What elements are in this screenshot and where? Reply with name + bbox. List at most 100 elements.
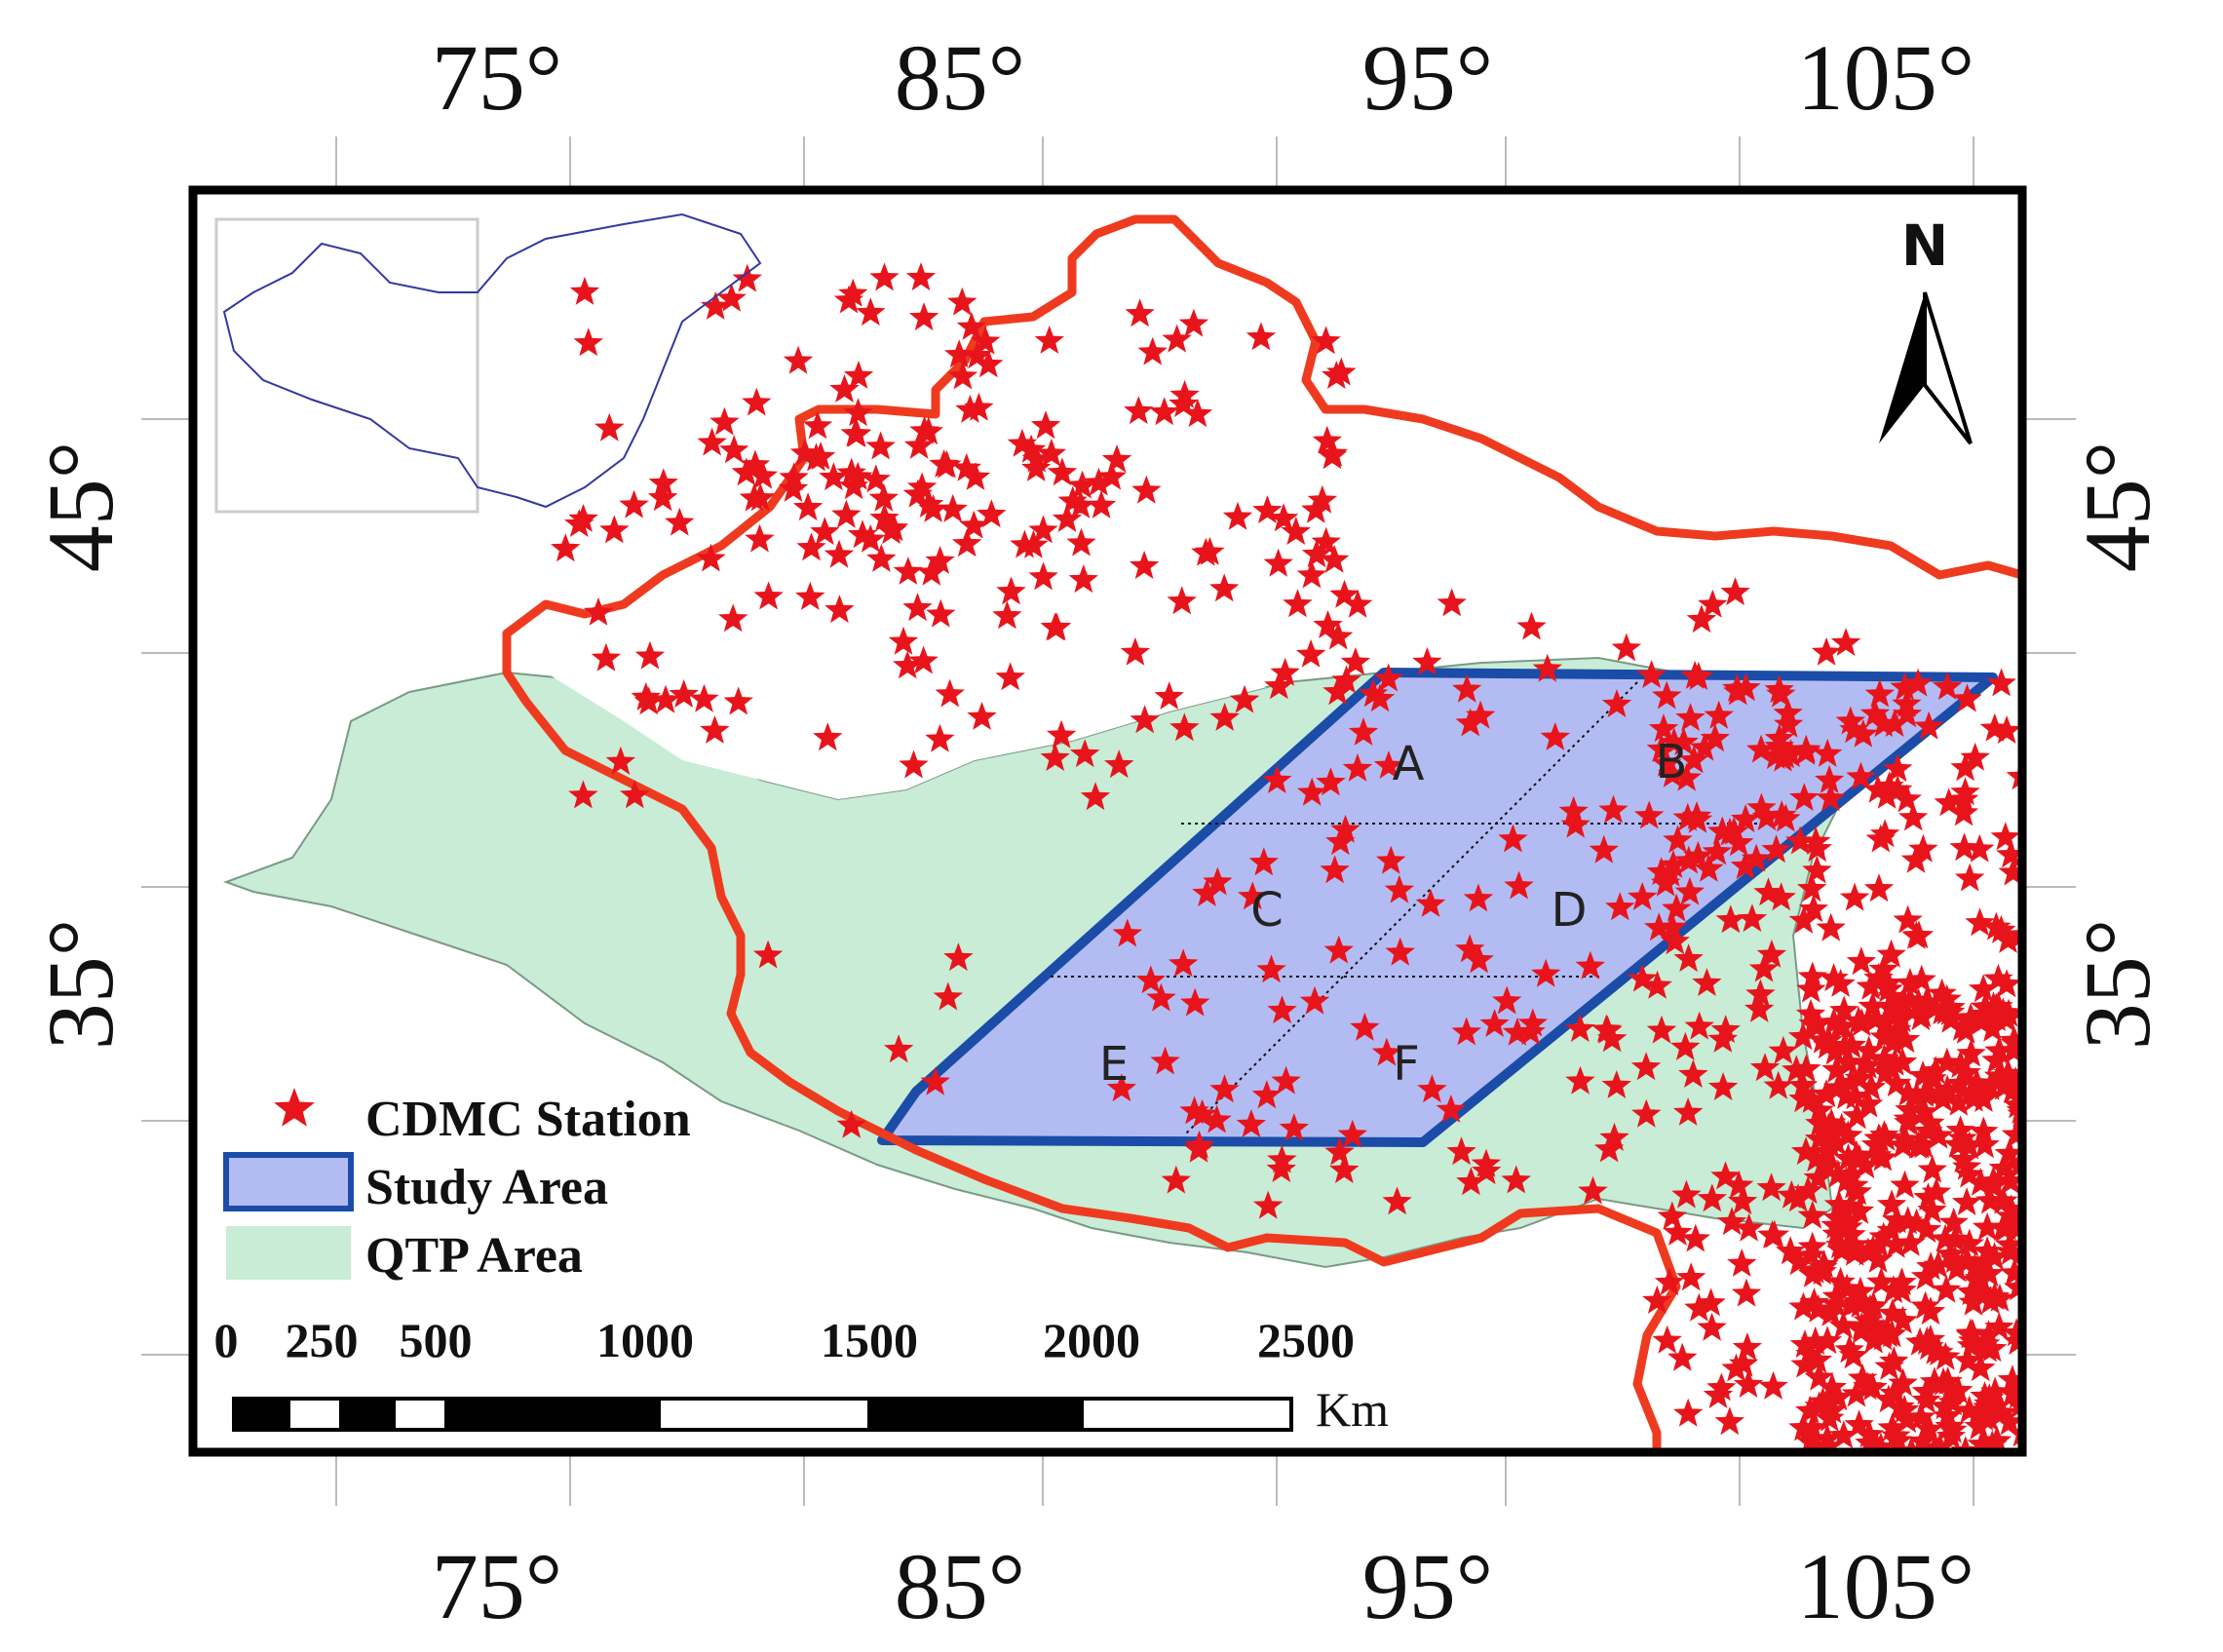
- lat-label-left-45: 45°: [28, 442, 133, 572]
- station-marker: [719, 435, 749, 464]
- station-marker: [1873, 968, 1903, 997]
- station-marker: [1969, 1402, 1999, 1431]
- station-marker: [1998, 857, 2022, 886]
- station-marker: [902, 593, 933, 622]
- station-marker: [1934, 788, 1964, 817]
- station-marker: [1793, 1175, 1823, 1205]
- station-marker: [1819, 1007, 1849, 1036]
- station-marker: [824, 539, 855, 568]
- station-marker: [1856, 971, 1886, 1000]
- station-marker: [1877, 981, 1907, 1011]
- station-marker: [1978, 1166, 2009, 1195]
- station-marker: [1436, 1094, 1467, 1123]
- station-marker: [1822, 1159, 1854, 1188]
- station-marker: [1262, 765, 1292, 793]
- station-marker: [1829, 995, 1859, 1024]
- zone-label-e: E: [1099, 1037, 1129, 1092]
- station-marker: [1715, 904, 1746, 934]
- station-marker: [1451, 1017, 1481, 1046]
- station-marker: [1947, 1013, 1977, 1041]
- station-marker: [1684, 1292, 1714, 1322]
- station-marker: [1941, 1253, 1973, 1283]
- station-marker: [925, 723, 955, 752]
- station-marker: [1969, 1116, 1999, 1145]
- lat-label-right-45: 45°: [2065, 442, 2169, 572]
- station-marker: [701, 291, 731, 320]
- station-marker: [1877, 994, 1908, 1023]
- station-marker: [700, 715, 730, 744]
- station-marker: [1890, 1170, 1920, 1199]
- station-marker: [1928, 1084, 1958, 1112]
- station-marker: [1667, 1342, 1698, 1371]
- station-marker: [1472, 1156, 1502, 1185]
- station-marker: [1299, 985, 1330, 1015]
- station-marker: [1633, 800, 1665, 829]
- station-marker: [1180, 987, 1210, 1017]
- station-marker: [836, 457, 866, 486]
- station-marker: [1903, 920, 1935, 949]
- station-marker: [1384, 874, 1415, 903]
- graticule-ticks: [141, 136, 2076, 1506]
- station-marker: [1229, 684, 1260, 713]
- station-marker: [1042, 612, 1072, 641]
- station-marker: [1256, 954, 1286, 983]
- station-marker: [1853, 1305, 1883, 1334]
- station-marker: [1836, 1159, 1866, 1188]
- station-marker: [1937, 1387, 1968, 1416]
- lon-label-top-85: 85°: [895, 25, 1025, 130]
- station-marker: [1065, 489, 1096, 519]
- station-marker: [1560, 809, 1591, 838]
- station-marker: [1598, 794, 1629, 824]
- station-marker: [1703, 1380, 1734, 1408]
- station-marker: [840, 418, 870, 447]
- station-marker: [1845, 1288, 1875, 1318]
- station-marker: [1834, 1334, 1864, 1364]
- station-marker: [2004, 1380, 2022, 1408]
- station-marker: [1972, 1236, 2003, 1265]
- station-marker: [838, 471, 869, 500]
- station-marker: [1898, 802, 1929, 831]
- station-marker: [1983, 991, 2013, 1020]
- station-marker: [1917, 1195, 1947, 1224]
- station-marker: [1904, 1326, 1936, 1356]
- station-marker: [650, 684, 681, 713]
- station-marker: [1066, 527, 1096, 557]
- station-marker: [1271, 1065, 1301, 1095]
- station-marker: [916, 557, 946, 586]
- station-marker: [2003, 1326, 2022, 1355]
- station-marker: [1813, 738, 1843, 767]
- station-marker: [1844, 1062, 1875, 1092]
- station-marker: [1940, 1224, 1971, 1252]
- station-marker: [1264, 671, 1294, 700]
- station-marker: [1605, 892, 1635, 921]
- station-marker: [1831, 1273, 1862, 1302]
- station-marker: [1862, 774, 1894, 803]
- station-marker: [888, 626, 919, 655]
- station-marker: [716, 283, 747, 312]
- station-marker: [1680, 1223, 1710, 1252]
- station-marker: [1973, 1333, 2003, 1363]
- station-marker: [1202, 1104, 1232, 1133]
- station-marker: [723, 686, 753, 715]
- station-marker: [1479, 1009, 1510, 1037]
- station-marker: [843, 398, 873, 427]
- station-marker: [1825, 1230, 1856, 1259]
- zone-label-d: D: [1552, 883, 1588, 938]
- china-boundary: [502, 214, 2022, 1452]
- station-marker: [1161, 1165, 1191, 1194]
- station-marker: [1906, 999, 1937, 1027]
- station-marker: [1870, 1057, 1900, 1087]
- station-marker: [1952, 683, 1982, 712]
- station-marker: [1949, 832, 1979, 862]
- station-marker: [1956, 1038, 1986, 1067]
- station-marker: [619, 489, 649, 519]
- station-marker: [883, 1034, 914, 1063]
- station-marker: [1880, 1047, 1910, 1076]
- station-marker: [1921, 1176, 1952, 1206]
- station-marker: [1842, 1176, 1873, 1206]
- lon-label-bottom-85: 85°: [895, 1534, 1025, 1638]
- station-marker: [1057, 485, 1088, 515]
- station-marker: [1662, 893, 1692, 922]
- station-marker: [1674, 876, 1706, 905]
